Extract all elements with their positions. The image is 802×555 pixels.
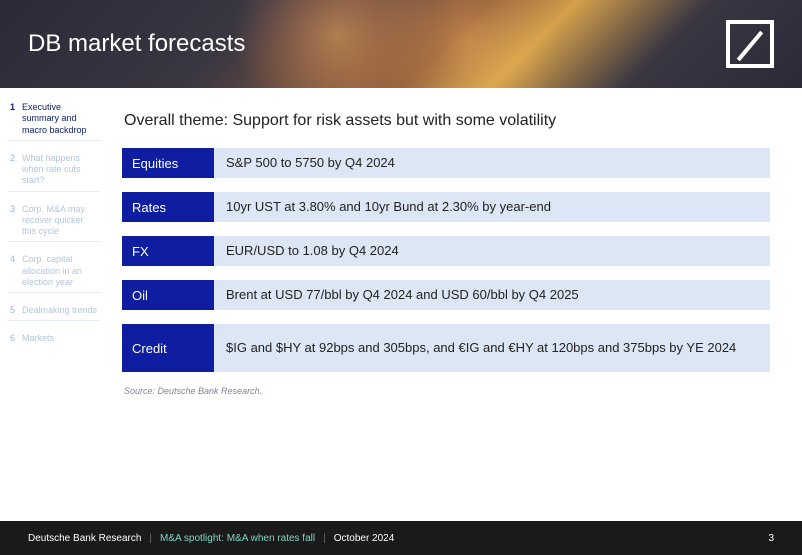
footer-spotlight: M&A spotlight: M&A when rates fall <box>160 533 315 544</box>
nav-number: 6 <box>10 333 18 344</box>
slide-body: 1 Executive summary and macro backdrop 2… <box>0 88 802 521</box>
deutsche-bank-logo-icon <box>726 20 774 68</box>
nav-item-capital-allocation[interactable]: 4 Corp. capital allocation in an electio… <box>8 250 100 293</box>
slide-header: DB market forecasts <box>0 0 802 88</box>
slide-title: DB market forecasts <box>28 30 245 58</box>
nav-number: 3 <box>10 204 18 238</box>
category-description: EUR/USD to 1.08 by Q4 2024 <box>214 236 770 266</box>
nav-number: 2 <box>10 153 18 187</box>
category-description: 10yr UST at 3.80% and 10yr Bund at 2.30%… <box>214 192 770 222</box>
category-label: Oil <box>122 280 214 310</box>
forecast-row-oil: Oil Brent at USD 77/bbl by Q4 2024 and U… <box>122 280 770 310</box>
nav-label: Executive summary and macro backdrop <box>22 102 98 136</box>
nav-item-markets[interactable]: 6 Markets <box>8 329 100 348</box>
forecast-row-equities: Equities S&P 500 to 5750 by Q4 2024 <box>122 148 770 178</box>
footer-left: Deutsche Bank Research | M&A spotlight: … <box>28 533 394 544</box>
footer-org: Deutsche Bank Research <box>28 533 141 544</box>
nav-number: 1 <box>10 102 18 136</box>
slide-page: DB market forecasts 1 Executive summary … <box>0 0 802 555</box>
category-description: $IG and $HY at 92bps and 305bps, and €IG… <box>214 324 770 372</box>
footer-date: October 2024 <box>334 533 395 544</box>
nav-label: Corp. capital allocation in an election … <box>22 254 98 288</box>
slide-footer: Deutsche Bank Research | M&A spotlight: … <box>0 521 802 555</box>
nav-item-rate-cuts[interactable]: 2 What happens when rate cuts start? <box>8 149 100 192</box>
source-note: Source: Deutsche Bank Research. <box>124 386 770 396</box>
nav-item-corp-ma[interactable]: 3 Corp. M&A may recover quicker this cyc… <box>8 200 100 243</box>
nav-number: 5 <box>10 305 18 316</box>
forecast-row-fx: FX EUR/USD to 1.08 by Q4 2024 <box>122 236 770 266</box>
footer-separator: | <box>323 533 326 544</box>
nav-label: What happens when rate cuts start? <box>22 153 98 187</box>
category-label: Credit <box>122 324 214 372</box>
page-number: 3 <box>768 533 774 544</box>
category-label: Rates <box>122 192 214 222</box>
nav-number: 4 <box>10 254 18 288</box>
main-content: Overall theme: Support for risk assets b… <box>108 88 802 521</box>
footer-separator: | <box>149 533 152 544</box>
forecast-row-rates: Rates 10yr UST at 3.80% and 10yr Bund at… <box>122 192 770 222</box>
category-label: Equities <box>122 148 214 178</box>
category-description: S&P 500 to 5750 by Q4 2024 <box>214 148 770 178</box>
category-description: Brent at USD 77/bbl by Q4 2024 and USD 6… <box>214 280 770 310</box>
forecast-row-credit: Credit $IG and $HY at 92bps and 305bps, … <box>122 324 770 372</box>
overall-theme: Overall theme: Support for risk assets b… <box>124 112 770 130</box>
section-nav: 1 Executive summary and macro backdrop 2… <box>0 88 108 521</box>
nav-item-executive-summary[interactable]: 1 Executive summary and macro backdrop <box>8 98 100 141</box>
nav-item-dealmaking-trends[interactable]: 5 Dealmaking trends <box>8 301 100 321</box>
nav-label: Corp. M&A may recover quicker this cycle <box>22 204 98 238</box>
category-label: FX <box>122 236 214 266</box>
forecast-rows: Equities S&P 500 to 5750 by Q4 2024 Rate… <box>122 148 770 372</box>
nav-label: Markets <box>22 333 54 344</box>
nav-label: Dealmaking trends <box>22 305 97 316</box>
